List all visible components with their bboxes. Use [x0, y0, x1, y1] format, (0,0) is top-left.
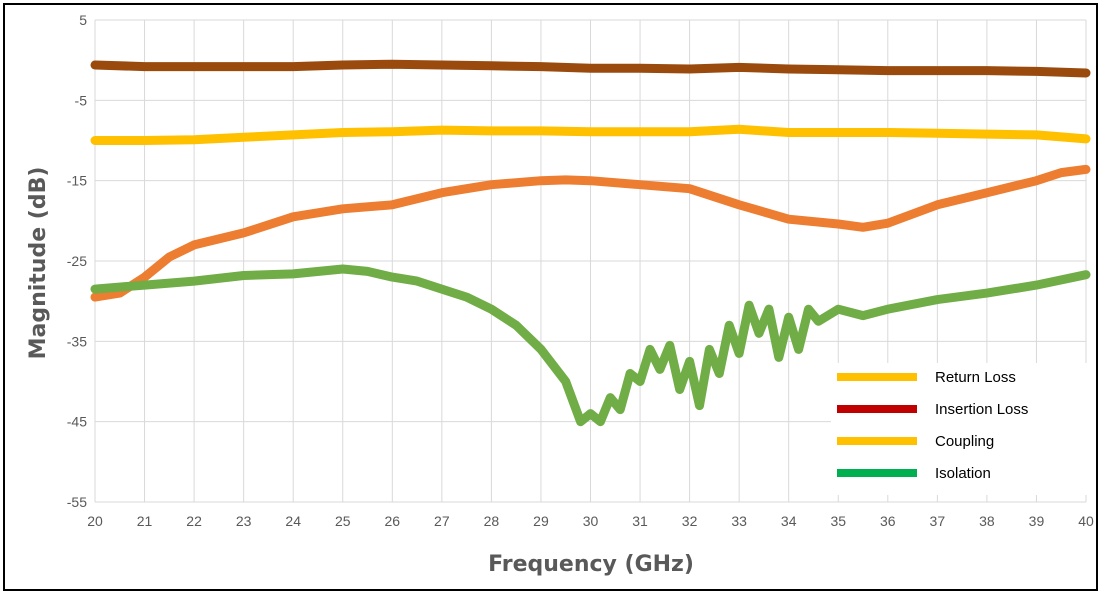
legend-label: Insertion Loss — [935, 401, 1028, 418]
x-tick-label: 27 — [434, 513, 450, 529]
legend-swatch — [837, 373, 917, 381]
y-tick-label: -45 — [67, 414, 87, 430]
legend-swatch — [837, 405, 917, 413]
legend-label: Return Loss — [935, 369, 1016, 386]
x-tick-labels: 20 21 22 23 24 25 26 27 28 29 30 31 32 33 34 35 36 37 38 39… — [87, 513, 1094, 529]
x-tick-label: 22 — [186, 513, 202, 529]
x-tick-label: 40 — [1078, 513, 1094, 529]
x-tick-label: 35 — [830, 513, 846, 529]
series-isolation-line — [90, 264, 1091, 427]
legend-swatch — [837, 437, 917, 445]
x-tick-label: 36 — [880, 513, 896, 529]
x-tick-label: 31 — [632, 513, 648, 529]
x-tick-label: 38 — [979, 513, 995, 529]
x-tick-label: 26 — [385, 513, 401, 529]
x-tick-label: 23 — [236, 513, 252, 529]
x-tick-label: 28 — [484, 513, 500, 529]
series-insertion-loss-line — [90, 59, 1091, 78]
x-tick-label: 39 — [1029, 513, 1045, 529]
legend-swatch — [837, 469, 917, 477]
x-tick-label: 30 — [583, 513, 599, 529]
series-lines — [90, 59, 1091, 427]
x-axis-title: Frequency (GHz) — [488, 552, 694, 577]
x-tick-label: 32 — [682, 513, 698, 529]
x-tick-label: 20 — [87, 513, 103, 529]
y-tick-label: -15 — [67, 173, 87, 189]
y-axis-title: Magnitude (dB) — [26, 167, 51, 360]
legend-label: Isolation — [935, 465, 991, 482]
x-tick-label: 29 — [533, 513, 549, 529]
x-tick-label: 25 — [335, 513, 351, 529]
y-tick-labels: 5 -5 -15 -25 -35 -45 -55 — [67, 12, 87, 510]
y-tick-label: 5 — [79, 12, 87, 28]
y-tick-label: -55 — [67, 494, 87, 510]
chart-svg: 5 -5 -15 -25 -35 -45 -55 20 21 22 23 24 25 26 27 28 29 3… — [26, 12, 1094, 577]
x-tick-label: 24 — [285, 513, 301, 529]
x-tick-label: 21 — [137, 513, 153, 529]
y-tick-label: -5 — [75, 92, 88, 108]
x-tick-label: 34 — [781, 513, 797, 529]
chart-frame: 5 -5 -15 -25 -35 -45 -55 20 21 22 23 24 25 26 27 28 29 3… — [3, 3, 1098, 591]
x-tick-label: 33 — [731, 513, 747, 529]
y-tick-label: -35 — [67, 333, 87, 349]
series-coupling-line — [90, 164, 1091, 302]
series-return-loss-line — [90, 124, 1091, 145]
legend: Return Loss Insertion Loss Coupling Isolati… — [831, 363, 1089, 495]
legend-label: Coupling — [935, 433, 994, 450]
y-tick-label: -25 — [67, 253, 87, 269]
x-tick-label: 37 — [930, 513, 946, 529]
grid-lines — [94, 19, 1087, 503]
